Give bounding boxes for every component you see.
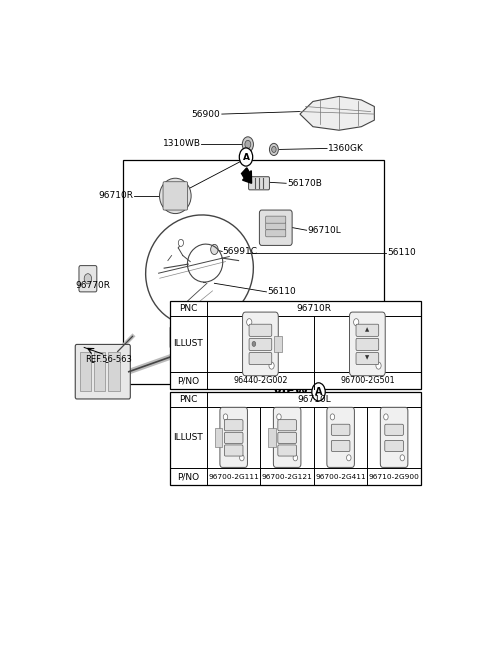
Bar [170, 392, 421, 485]
Bar [170, 301, 421, 390]
FancyBboxPatch shape [94, 352, 106, 392]
Text: 96700-2G411: 96700-2G411 [315, 474, 366, 480]
Text: P/NO: P/NO [177, 472, 199, 481]
FancyBboxPatch shape [349, 312, 385, 376]
Circle shape [178, 239, 183, 247]
FancyBboxPatch shape [274, 407, 301, 468]
FancyBboxPatch shape [278, 432, 297, 443]
FancyBboxPatch shape [80, 352, 91, 392]
FancyBboxPatch shape [278, 420, 297, 431]
Text: 96710L: 96710L [297, 395, 331, 404]
FancyBboxPatch shape [249, 176, 269, 190]
Text: A: A [315, 387, 322, 397]
Text: 96710L: 96710L [307, 226, 341, 235]
Text: 96700-2G121: 96700-2G121 [262, 474, 312, 480]
Circle shape [269, 144, 278, 155]
FancyBboxPatch shape [170, 326, 195, 348]
Text: 56110: 56110 [387, 249, 416, 258]
FancyBboxPatch shape [380, 407, 408, 468]
Text: 56170B: 56170B [287, 179, 322, 188]
FancyBboxPatch shape [278, 445, 297, 456]
FancyBboxPatch shape [356, 338, 379, 350]
Circle shape [400, 455, 405, 461]
Text: 96770R: 96770R [75, 281, 110, 291]
Text: 96710R: 96710R [99, 192, 133, 200]
Circle shape [211, 245, 218, 255]
Text: PNC: PNC [179, 304, 198, 313]
Circle shape [376, 362, 381, 369]
FancyBboxPatch shape [108, 352, 120, 392]
Text: ▼: ▼ [365, 356, 370, 361]
FancyBboxPatch shape [331, 440, 350, 451]
Circle shape [269, 362, 274, 369]
FancyBboxPatch shape [224, 445, 243, 456]
FancyBboxPatch shape [274, 336, 282, 352]
Text: ILLUST: ILLUST [173, 433, 203, 442]
Text: A: A [242, 152, 250, 161]
Circle shape [277, 414, 281, 420]
Circle shape [240, 455, 244, 461]
Text: 1310WB: 1310WB [163, 139, 202, 148]
Text: 96710-2G900: 96710-2G900 [369, 474, 420, 480]
FancyArrow shape [241, 168, 252, 183]
FancyBboxPatch shape [75, 344, 130, 399]
FancyBboxPatch shape [249, 338, 272, 350]
Text: 56900: 56900 [191, 110, 220, 119]
FancyBboxPatch shape [327, 407, 354, 468]
Text: 96770L: 96770L [187, 333, 221, 342]
Circle shape [223, 414, 228, 420]
Bar [123, 159, 384, 384]
FancyBboxPatch shape [177, 331, 183, 343]
Circle shape [347, 455, 351, 461]
Polygon shape [300, 96, 374, 131]
Circle shape [84, 274, 92, 284]
FancyBboxPatch shape [215, 428, 222, 447]
FancyBboxPatch shape [268, 428, 276, 447]
FancyBboxPatch shape [224, 420, 243, 431]
Circle shape [252, 341, 256, 346]
Text: 56991C: 56991C [223, 247, 258, 256]
Text: 1360GK: 1360GK [328, 144, 364, 153]
Circle shape [330, 414, 335, 420]
Text: 96700-2G501: 96700-2G501 [340, 376, 395, 385]
FancyBboxPatch shape [266, 222, 286, 230]
FancyBboxPatch shape [184, 331, 191, 343]
Text: ILLUST: ILLUST [173, 339, 203, 348]
FancyBboxPatch shape [356, 352, 379, 365]
Ellipse shape [159, 178, 191, 214]
Circle shape [354, 319, 359, 326]
FancyBboxPatch shape [224, 432, 243, 443]
FancyBboxPatch shape [356, 324, 379, 337]
FancyBboxPatch shape [220, 407, 248, 468]
Text: ▲: ▲ [365, 327, 370, 333]
Circle shape [384, 414, 388, 420]
Circle shape [245, 140, 251, 148]
Text: REF.56-563: REF.56-563 [85, 354, 132, 363]
Circle shape [272, 146, 276, 152]
FancyBboxPatch shape [249, 352, 272, 365]
FancyBboxPatch shape [331, 424, 350, 436]
Text: 96710R: 96710R [296, 304, 331, 313]
FancyBboxPatch shape [259, 210, 292, 245]
FancyBboxPatch shape [242, 312, 278, 376]
FancyBboxPatch shape [385, 424, 403, 436]
Text: P/NO: P/NO [177, 376, 199, 385]
FancyBboxPatch shape [385, 440, 403, 451]
Text: 96700-2G111: 96700-2G111 [208, 474, 259, 480]
Text: VIEW: VIEW [273, 385, 309, 398]
Text: 56110: 56110 [267, 287, 296, 297]
Text: 96440-2G002: 96440-2G002 [233, 376, 288, 385]
Text: PNC: PNC [179, 395, 198, 404]
Circle shape [312, 383, 325, 401]
Circle shape [293, 455, 298, 461]
Circle shape [247, 319, 252, 326]
FancyBboxPatch shape [266, 230, 286, 237]
Circle shape [242, 137, 253, 152]
Circle shape [240, 148, 252, 166]
FancyBboxPatch shape [79, 266, 97, 292]
FancyBboxPatch shape [266, 216, 286, 223]
FancyBboxPatch shape [163, 182, 188, 210]
FancyBboxPatch shape [249, 324, 272, 337]
